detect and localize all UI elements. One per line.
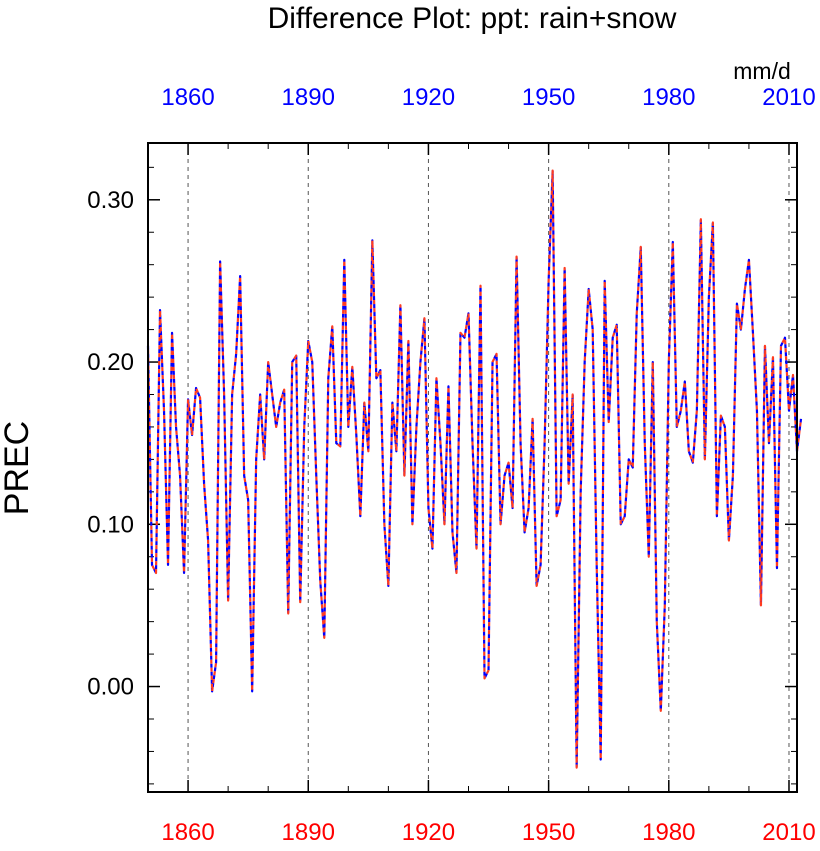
x-tick-label-top: 1980 bbox=[642, 84, 695, 111]
x-tick-label-bottom: 1920 bbox=[402, 819, 455, 846]
series-line-red bbox=[146, 169, 803, 769]
plot-frame bbox=[147, 142, 798, 793]
chart-title: Difference Plot: ppt: rain+snow bbox=[268, 2, 677, 35]
x-tick-label-bottom: 2010 bbox=[762, 819, 815, 846]
tick-labels: 1860 1860 1890 1890 1920 1920 1950 1950 1980 1980… bbox=[87, 84, 815, 846]
y-tick-label: 0.30 bbox=[87, 187, 134, 214]
x-tick-label-top: 1950 bbox=[522, 84, 575, 111]
x-tick-label-bottom: 1980 bbox=[642, 819, 695, 846]
x-tick-label-top: 2010 bbox=[762, 84, 815, 111]
y-tick-label: 0.20 bbox=[87, 349, 134, 376]
x-tick-label-bottom: 1890 bbox=[282, 819, 335, 846]
x-tick-label-top: 1920 bbox=[402, 84, 455, 111]
x-tick-label-bottom: 1860 bbox=[161, 819, 214, 846]
y-tick-label: 0.10 bbox=[87, 511, 134, 538]
x-tick-label-top: 1890 bbox=[282, 84, 335, 111]
y-tick-label: 0.00 bbox=[87, 674, 134, 701]
grid-lines bbox=[187, 143, 790, 792]
units-label: mm/d bbox=[733, 58, 791, 84]
series-lines bbox=[146, 169, 803, 769]
x-tick-label-bottom: 1950 bbox=[522, 819, 575, 846]
y-axis-label: PREC bbox=[0, 421, 36, 515]
x-tick-label-top: 1860 bbox=[161, 84, 214, 111]
